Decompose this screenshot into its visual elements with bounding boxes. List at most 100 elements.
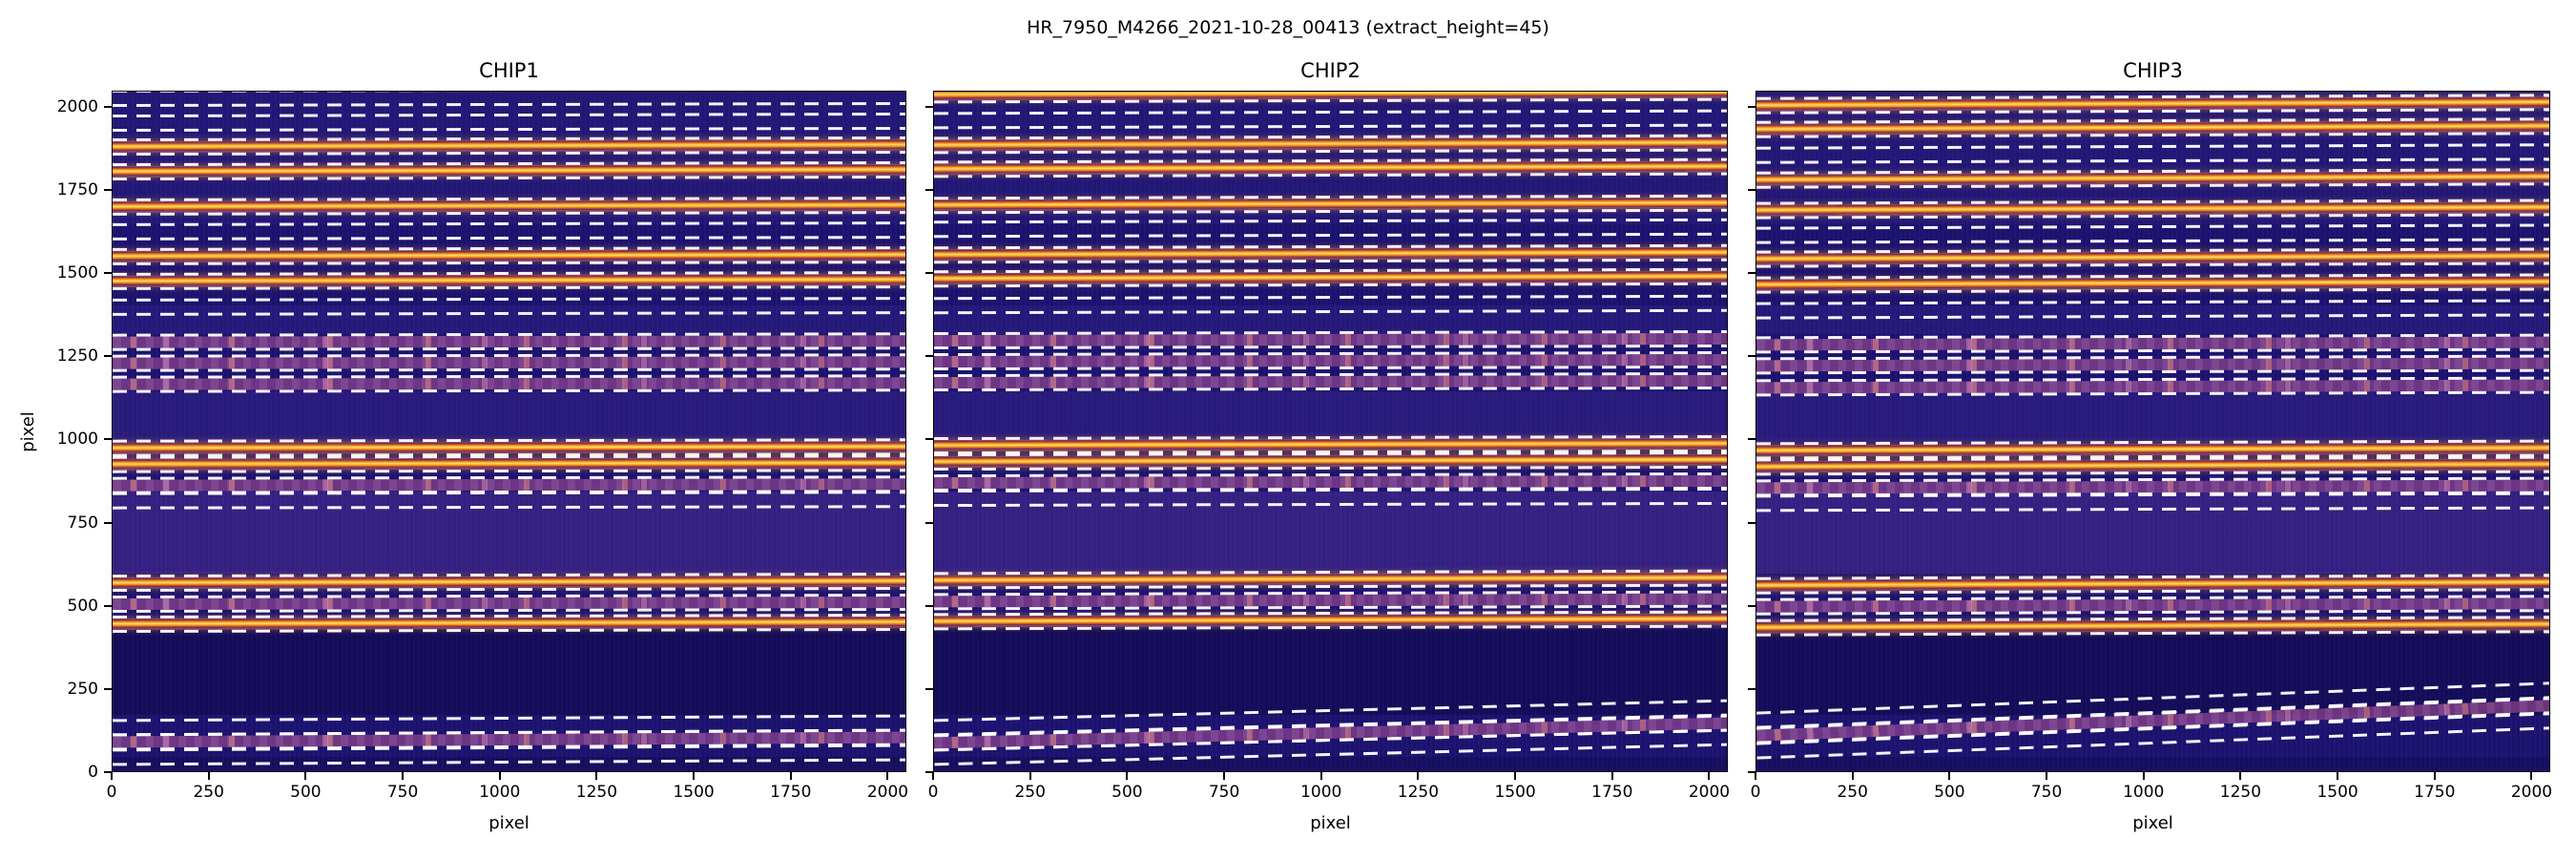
order-window-bright [1756, 167, 2549, 189]
order-window-bright [1756, 574, 2549, 595]
x-tick-label: 250 [193, 783, 224, 802]
order-window-bright [1756, 455, 2549, 476]
extraction-boundary-upper [113, 220, 905, 226]
y-tick [925, 604, 933, 607]
background-band [113, 629, 905, 715]
order-trace [934, 247, 1727, 260]
order-window-faint [934, 350, 1727, 370]
y-tick-label: 2000 [56, 96, 98, 116]
order-window-bright [113, 572, 905, 592]
x-tick [1126, 772, 1129, 780]
panel-title-chip3: CHIP3 [2123, 59, 2183, 82]
extraction-boundary-upper [113, 297, 905, 303]
order-window-faint [934, 329, 1727, 349]
order-window-faint [1756, 595, 2549, 616]
order-window-empty [934, 294, 1727, 314]
x-tick-label: 1750 [1591, 783, 1633, 802]
x-tick-label: 0 [1750, 783, 1761, 802]
order-window-bright [934, 194, 1727, 214]
order-window-bright [113, 271, 905, 290]
x-tick [2337, 772, 2339, 780]
order-window-bright [1756, 116, 2549, 138]
extraction-boundary-lower [113, 367, 905, 372]
y-tick [1748, 105, 1755, 108]
order-window-empty [1756, 143, 2549, 164]
x-axis-label: pixel [488, 813, 530, 833]
order-window-bright [113, 136, 905, 157]
x-tick-label: 500 [1111, 783, 1143, 802]
x-tick-label: 1000 [2123, 783, 2165, 802]
x-tick [1417, 772, 1420, 780]
extraction-boundary-lower [934, 232, 1727, 239]
order-window-empty [934, 218, 1727, 239]
plot-area-chip2 [933, 91, 1728, 772]
order-band [113, 477, 905, 491]
x-tick [2046, 772, 2048, 780]
x-tick [1851, 772, 1854, 780]
order-window-bright [934, 92, 1727, 104]
x-tick-label: 2000 [866, 783, 909, 802]
background-band [113, 390, 905, 443]
x-tick-label: 1250 [575, 783, 618, 802]
extraction-boundary-lower [1756, 237, 2549, 244]
figure-title: HR_7950_M4266_2021-10-28_00413 (extract_… [1027, 17, 1549, 38]
order-window-empty [113, 744, 905, 765]
order-window-bright [934, 268, 1727, 288]
x-tick [1319, 772, 1322, 780]
order-window-bright [113, 614, 905, 634]
x-tick-label: 250 [1837, 783, 1868, 802]
extraction-boundary-upper [934, 488, 1727, 493]
y-tick [925, 188, 933, 191]
y-axis-label: pixel [17, 411, 38, 452]
order-window-bright [934, 569, 1727, 590]
x-tick-label: 1500 [1494, 783, 1536, 802]
y-tick-label: 1500 [56, 263, 98, 283]
y-tick-label: 0 [88, 763, 98, 782]
x-tick-label: 1500 [673, 783, 715, 802]
plot-area-chip3 [1755, 91, 2550, 772]
x-tick-label: 750 [386, 783, 419, 802]
extraction-boundary-upper [1756, 223, 2549, 230]
extraction-boundary-lower [113, 284, 905, 290]
y-tick [925, 771, 933, 773]
y-tick [925, 355, 933, 358]
y-tick-label: 250 [67, 679, 98, 699]
x-tick [693, 772, 696, 780]
order-trace [113, 576, 905, 588]
x-tick [1948, 772, 1951, 780]
y-tick [1748, 521, 1755, 524]
x-tick [2142, 772, 2145, 780]
order-window-bright [1756, 93, 2549, 115]
y-tick [925, 521, 933, 524]
x-tick [886, 772, 889, 780]
x-tick [1223, 772, 1226, 780]
background-band [113, 305, 905, 334]
y-tick [104, 355, 112, 358]
y-tick [1748, 272, 1755, 275]
extraction-boundary-upper [934, 294, 1727, 300]
y-tick [925, 105, 933, 108]
y-tick [925, 272, 933, 275]
order-window-bright [1756, 247, 2549, 268]
extraction-boundary-lower [113, 346, 905, 351]
background-band [1756, 390, 2549, 443]
background-band [1756, 305, 2549, 334]
order-window-bright [1756, 615, 2549, 637]
y-tick [1748, 438, 1755, 441]
extraction-boundary-upper [113, 714, 905, 723]
y-tick-label: 1750 [56, 179, 98, 199]
order-window-bright [934, 610, 1727, 631]
y-tick [104, 188, 112, 191]
y-tick-label: 750 [67, 513, 98, 533]
extraction-boundary-upper [113, 92, 905, 93]
x-tick [789, 772, 792, 780]
order-window-empty [113, 112, 905, 132]
x-tick [2239, 772, 2242, 780]
order-window-faint [934, 590, 1727, 611]
order-window-empty [113, 297, 905, 316]
y-tick [104, 105, 112, 108]
x-tick-label: 1000 [1300, 783, 1342, 802]
order-window-empty [113, 491, 905, 510]
y-tick [104, 771, 112, 773]
